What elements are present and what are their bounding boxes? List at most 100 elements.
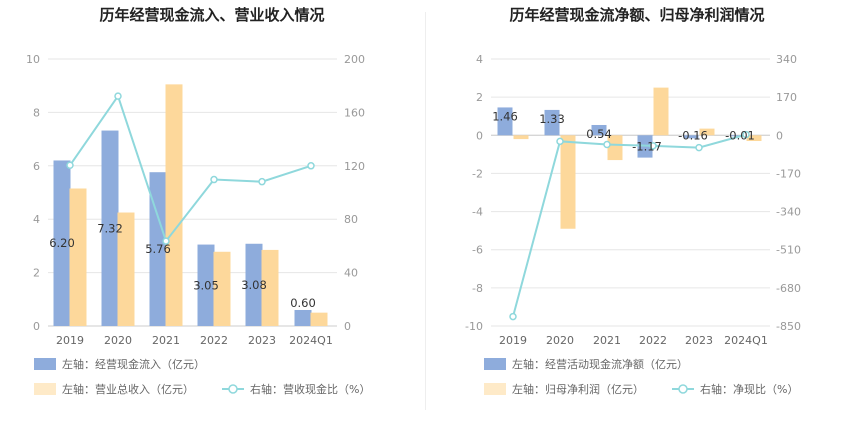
line-point bbox=[210, 175, 218, 184]
line-point bbox=[603, 140, 611, 149]
x-axis-tick: 2022 bbox=[639, 334, 667, 347]
x-axis-tick: 2021 bbox=[152, 334, 180, 347]
bar-data-label: 3.05 bbox=[193, 278, 219, 292]
bar-data-label: 6.20 bbox=[49, 236, 75, 250]
right-axis-tick: 340 bbox=[776, 53, 797, 66]
left-axis-tick: 0 bbox=[33, 320, 40, 333]
line-point bbox=[66, 161, 74, 170]
bar-primary bbox=[730, 135, 746, 137]
bar-secondary bbox=[607, 135, 623, 161]
legend-swatch bbox=[34, 358, 56, 370]
chart-svg: 历年经营现金流入、营业收入情况 0 2 4 6 8 10 0 40 80 120 160 200 2019… bbox=[26, 6, 370, 396]
line-point bbox=[556, 137, 564, 146]
x-axis-tick: 2024Q1 bbox=[724, 334, 768, 347]
line-point bbox=[695, 143, 703, 152]
chart-svg: 历年经营现金流净额、归母净利润情况 -10 -8 -6 -4 -2 0 2 4 -850 -680 -… bbox=[465, 6, 801, 396]
x-axis-tick: 2019 bbox=[56, 334, 84, 347]
line-point bbox=[307, 162, 315, 170]
line-series bbox=[69, 93, 312, 244]
bar-primary bbox=[149, 172, 167, 326]
right-axis-tick: -680 bbox=[776, 282, 801, 295]
x-axis-tick: 2019 bbox=[499, 334, 527, 347]
bar-primary bbox=[683, 135, 699, 139]
x-axis-tick: 2021 bbox=[593, 334, 621, 347]
x-axis-tick: 2022 bbox=[200, 334, 228, 347]
bar-primary bbox=[101, 130, 119, 326]
bar-secondary bbox=[69, 188, 87, 326]
bar-data-label: -0.16 bbox=[678, 128, 708, 142]
legend-line-marker bbox=[228, 384, 238, 394]
left-axis-tick: -8 bbox=[472, 282, 483, 295]
legend-label: 右轴：营收现金比（%） bbox=[250, 382, 370, 396]
left-axis-tick: -4 bbox=[472, 206, 483, 219]
bar-data-label: 7.32 bbox=[97, 221, 123, 235]
right-axis-tick: 80 bbox=[344, 213, 358, 226]
chart-net-cashflow-profit: 历年经营现金流净额、归母净利润情况 -10 -8 -6 -4 -2 0 2 4 -850 -680 -… bbox=[425, 0, 850, 437]
right-axis-tick: -170 bbox=[776, 167, 801, 180]
right-axis-tick: 0 bbox=[344, 320, 351, 333]
line-point bbox=[258, 177, 266, 186]
right-axis-tick: 170 bbox=[776, 91, 797, 104]
legend-label: 左轴：经营活动现金流净额（亿元） bbox=[512, 357, 688, 371]
bar-primary bbox=[245, 243, 263, 326]
left-axis-tick: 4 bbox=[33, 213, 40, 226]
line-point bbox=[162, 237, 170, 245]
legend-label: 左轴：经营现金流入（亿元） bbox=[62, 357, 205, 371]
right-axis-tick: 0 bbox=[776, 129, 783, 142]
bar-data-label: 0.60 bbox=[290, 296, 316, 310]
bar-secondary bbox=[117, 212, 135, 326]
left-axis-tick: -2 bbox=[472, 167, 483, 180]
left-axis-tick: 2 bbox=[476, 91, 483, 104]
line-point bbox=[649, 142, 657, 150]
left-axis-tick: 6 bbox=[33, 160, 40, 173]
legend-label: 右轴：净现比（%） bbox=[700, 382, 798, 396]
legend-swatch bbox=[484, 358, 506, 370]
bar-primary bbox=[197, 244, 215, 326]
legend-label: 左轴：归母净利润（亿元） bbox=[512, 382, 644, 396]
panel-divider bbox=[425, 12, 426, 410]
legend-swatch bbox=[484, 383, 506, 395]
right-axis-tick: 200 bbox=[344, 53, 365, 66]
bar-secondary bbox=[213, 251, 231, 326]
bar-data-label: -0.01 bbox=[725, 128, 755, 142]
left-axis-tick: 4 bbox=[476, 53, 483, 66]
legend-line-marker bbox=[678, 384, 688, 394]
bar-data-label: -1.17 bbox=[632, 139, 662, 153]
right-axis-tick: 40 bbox=[344, 267, 358, 280]
right-axis-tick: 160 bbox=[344, 106, 365, 119]
bar-data-label: 1.46 bbox=[492, 109, 518, 123]
chart-title: 历年经营现金流净额、归母净利润情况 bbox=[509, 6, 764, 24]
bar-secondary bbox=[310, 312, 328, 326]
left-axis-tick: 0 bbox=[476, 129, 483, 142]
bar-primary bbox=[497, 107, 513, 136]
bar-primary bbox=[53, 160, 71, 326]
bar-secondary bbox=[560, 135, 576, 229]
chart-title: 历年经营现金流入、营业收入情况 bbox=[99, 6, 324, 24]
left-axis-tick: -10 bbox=[465, 320, 483, 333]
chart-cash-inflow-revenue: 历年经营现金流入、营业收入情况 0 2 4 6 8 10 0 40 80 120 160 200 2019… bbox=[26, 6, 370, 396]
line-point bbox=[114, 92, 122, 100]
line-series bbox=[512, 133, 747, 317]
x-axis-tick: 2024Q1 bbox=[289, 334, 333, 347]
x-axis-tick: 2020 bbox=[104, 334, 132, 347]
bar-secondary bbox=[513, 135, 529, 140]
bar-data-label: 1.33 bbox=[539, 112, 565, 126]
x-axis-tick: 2020 bbox=[546, 334, 574, 347]
bar-secondary bbox=[653, 87, 669, 136]
bar-data-label: 3.08 bbox=[241, 278, 267, 292]
x-axis-tick: 2023 bbox=[248, 334, 276, 347]
right-axis-tick: -340 bbox=[776, 206, 801, 219]
bar-primary bbox=[544, 109, 560, 136]
legend-label: 左轴：营业总收入（亿元） bbox=[62, 382, 194, 396]
right-axis-tick: -510 bbox=[776, 244, 801, 257]
bar-secondary bbox=[261, 249, 279, 326]
x-axis-tick: 2023 bbox=[685, 334, 713, 347]
bar-primary bbox=[591, 124, 607, 136]
left-axis-tick: 8 bbox=[33, 106, 40, 119]
legend-swatch bbox=[34, 383, 56, 395]
left-axis-tick: 2 bbox=[33, 267, 40, 280]
left-axis-tick: 10 bbox=[26, 53, 40, 66]
bar-secondary bbox=[746, 135, 762, 142]
bar-secondary bbox=[699, 128, 715, 136]
